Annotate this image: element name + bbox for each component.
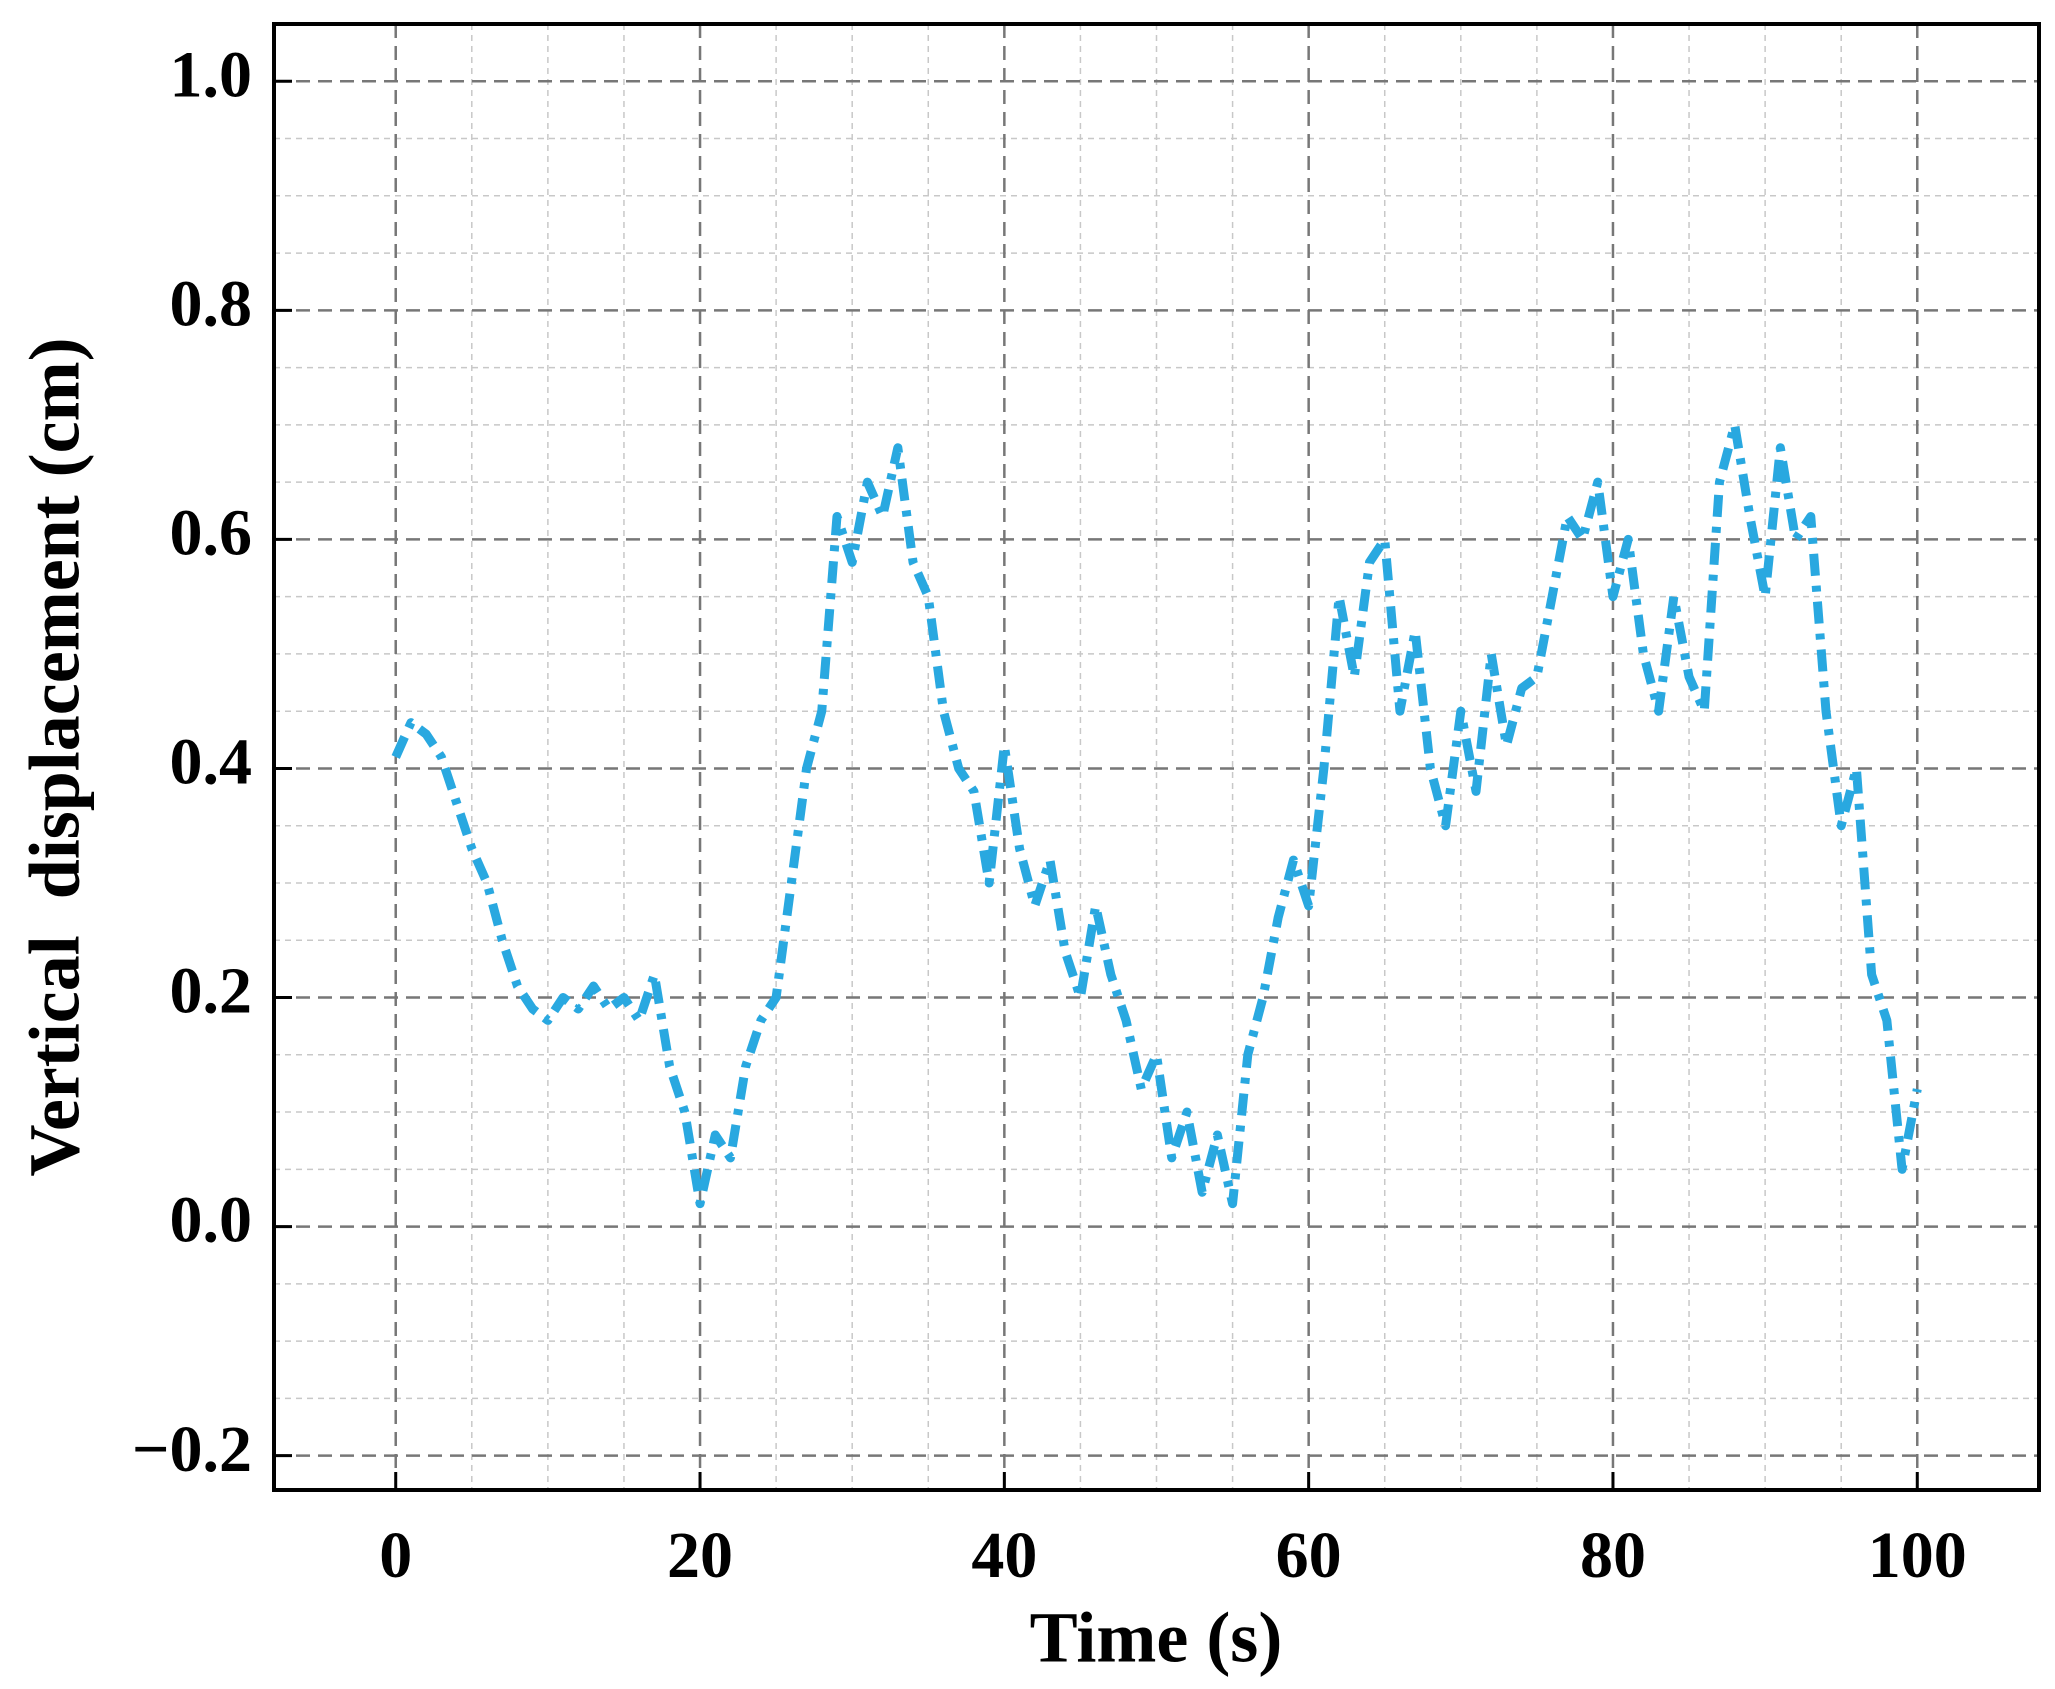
y-tick-label: 0.0 — [170, 1184, 253, 1257]
y-tick-label: 0.8 — [170, 267, 253, 340]
plot-frame — [272, 22, 2041, 1492]
y-tick-label: 0.4 — [170, 726, 253, 799]
x-tick-label: 40 — [971, 1519, 1037, 1592]
x-axis-title: Time (s) — [1030, 1598, 1283, 1678]
y-tick-label: 0.2 — [170, 955, 253, 1028]
y-tick-label: −0.2 — [132, 1413, 252, 1486]
x-tick-label: 0 — [379, 1519, 412, 1592]
y-tick-label: 1.0 — [170, 38, 253, 111]
y-axis-title: Vertical displacement (cm) — [15, 337, 95, 1176]
x-tick-label: 80 — [1580, 1519, 1646, 1592]
x-tick-label: 100 — [1868, 1519, 1967, 1592]
x-tick-label: 20 — [667, 1519, 733, 1592]
x-tick-label: 60 — [1276, 1519, 1342, 1592]
y-tick-label: 0.6 — [170, 497, 253, 570]
